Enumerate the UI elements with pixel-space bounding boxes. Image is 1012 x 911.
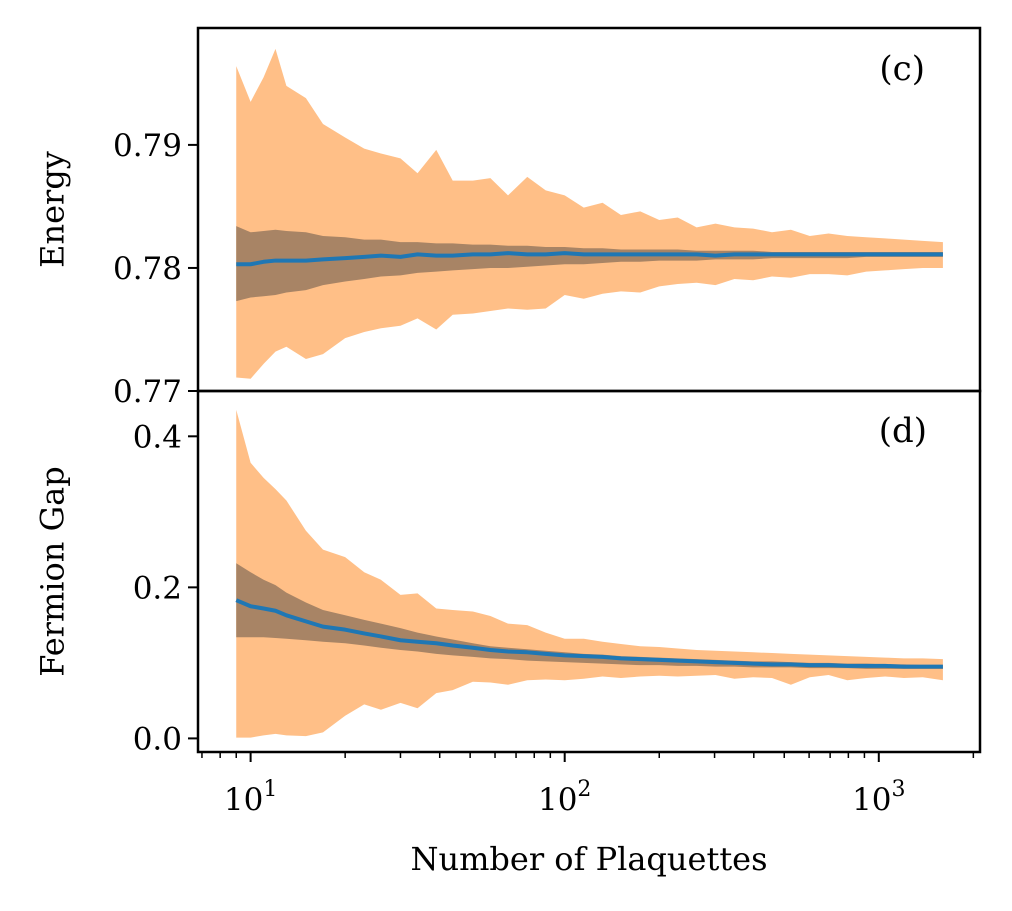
y-tick-label: 0.2: [133, 570, 182, 606]
energy-mean-line: [236, 251, 943, 267]
x-tick-label: 101: [224, 777, 277, 818]
x-ticks: 101 102 103: [201, 752, 975, 818]
panel-label-d: (d): [879, 411, 927, 451]
y-tick-label: 0.79: [113, 128, 182, 164]
fermion-gap-panel: 0.0 0.2 0.4 101 102 103 (d) Fermion Gap Numb…: [34, 389, 982, 878]
gap-mean-line: [235, 598, 943, 669]
y-tick-label: 0.78: [113, 251, 182, 287]
x-tick-label: 103: [852, 777, 905, 818]
gap-outer-band: [236, 409, 943, 738]
energy-panel: 0.77 0.78 0.79 (c) Energy: [34, 26, 982, 410]
energy-inner-band: [236, 226, 943, 302]
x-tick-label: 102: [538, 777, 591, 818]
energy-y-axis-label: Energy: [34, 151, 72, 268]
energy-y-ticks: 0.77 0.78 0.79: [113, 128, 198, 410]
energy-outer-band: [236, 48, 943, 379]
x-axis-label: Number of Plaquettes: [410, 840, 767, 878]
gap-plot-frame: [196, 389, 982, 754]
y-tick-label: 0.4: [133, 419, 182, 455]
y-tick-label: 0.77: [113, 374, 182, 410]
gap-y-axis-label: Fermion Gap: [34, 466, 72, 676]
y-tick-label: 0.0: [133, 721, 182, 757]
gap-y-ticks: 0.0 0.2 0.4: [133, 419, 198, 757]
panel-label-c: (c): [879, 49, 925, 89]
